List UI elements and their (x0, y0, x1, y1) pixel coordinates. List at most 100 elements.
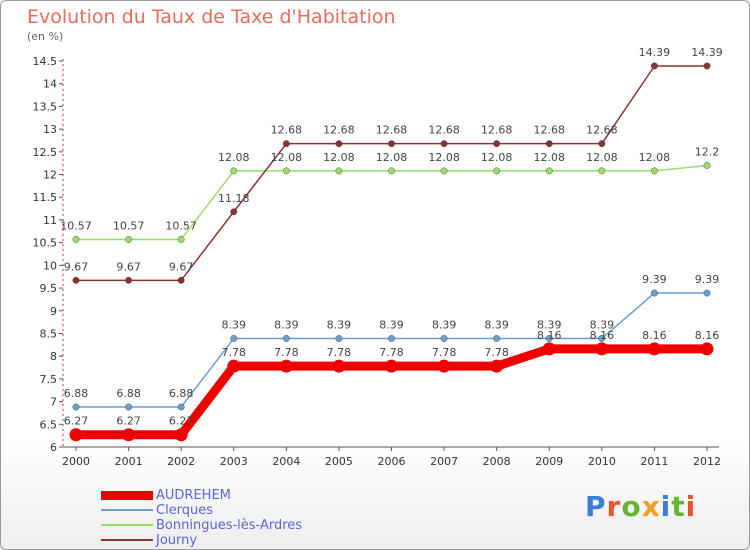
data-label: 12.08 (376, 151, 408, 164)
series-clerques (72, 289, 711, 411)
chart-title: Evolution du Taux de Taxe d'Habitation (27, 6, 396, 28)
brand-logo: Proxiti (585, 490, 697, 523)
data-point (440, 167, 448, 175)
data-label: 6.88 (64, 387, 89, 400)
data-label: 10.57 (165, 219, 197, 232)
data-label: 10.57 (60, 219, 92, 232)
data-label: 6.27 (116, 415, 141, 428)
y-tick-label: 9 (50, 305, 57, 318)
data-label: 8.39 (590, 318, 615, 331)
data-label: 8.16 (537, 329, 562, 342)
y-tick-label: 13 (43, 123, 57, 136)
series-audrehem (69, 342, 714, 442)
data-point (598, 335, 606, 342)
y-tick-label: 9.5 (40, 282, 58, 295)
legend-label: Journy (156, 533, 198, 548)
y-tick-label: 7.5 (40, 373, 58, 386)
data-point (177, 276, 185, 284)
legend-label: AUDREHEM (156, 488, 231, 503)
data-point (651, 289, 658, 297)
data-label: 7.78 (484, 346, 509, 359)
data-label: 8.39 (484, 318, 509, 331)
data-label: 6.88 (169, 387, 194, 400)
series-layer (69, 62, 714, 442)
data-label: 9.67 (116, 260, 141, 273)
data-point (388, 167, 395, 175)
data-point (490, 359, 504, 373)
data-point (177, 236, 185, 243)
legend-label: Clerques (156, 503, 214, 518)
data-point (700, 342, 714, 356)
x-tick-label: 2005 (325, 455, 353, 468)
data-label: 8.16 (642, 329, 667, 342)
data-label: 7.78 (379, 346, 404, 359)
y-tick-label: 12.5 (33, 146, 58, 159)
data-point (174, 428, 188, 442)
y-tick-label: 12 (43, 169, 57, 182)
data-label: 8.39 (327, 318, 352, 331)
series-journy (72, 62, 711, 284)
data-label: 9.39 (642, 273, 667, 286)
data-label: 12.08 (534, 151, 566, 164)
data-point (72, 236, 80, 243)
data-point (125, 276, 132, 284)
y-tick-label: 6 (50, 441, 57, 454)
data-label: 12.08 (428, 151, 460, 164)
y-tick-label: 11.5 (33, 191, 58, 204)
data-point (388, 140, 395, 148)
x-tick-label: 2012 (693, 455, 721, 468)
data-point (545, 167, 553, 175)
data-label: 14.39 (639, 46, 671, 59)
data-point (230, 167, 238, 175)
y-tick-label: 14.5 (33, 55, 58, 68)
data-point (542, 342, 556, 356)
series-bonningues-l-s-ardres (72, 162, 711, 243)
data-label: 12.08 (586, 151, 618, 164)
data-label: 12.08 (271, 151, 303, 164)
x-tick-label: 2010 (588, 455, 616, 468)
legend-swatch (101, 539, 153, 541)
data-label: 7.78 (327, 346, 352, 359)
data-labels: 6.27 6.27 6.27 7.78 7.78 7.78 7.78 7.78 7.78 8.16… (60, 46, 723, 428)
data-point (437, 359, 451, 373)
data-point (125, 403, 132, 411)
data-point (388, 335, 395, 342)
data-label: 7.78 (432, 346, 457, 359)
data-point (335, 335, 343, 342)
data-label: 6.27 (169, 415, 194, 428)
data-point (703, 289, 711, 297)
data-label: 8.39 (432, 318, 457, 331)
data-label: 10.57 (113, 219, 145, 232)
data-label: 8.39 (274, 318, 299, 331)
data-point (279, 359, 293, 373)
data-point (545, 335, 553, 342)
data-point (125, 236, 132, 243)
legend-label: Bonningues-lès-Ardres (156, 518, 303, 533)
axes: 6 6.5 7 7.5 8 8.5 9 9.5 10 10.5 11 11.5 12 12.5 13 13.5… (33, 55, 722, 468)
y-tick-label: 10.5 (33, 237, 58, 250)
data-point (598, 140, 606, 148)
data-label: 14.39 (691, 46, 723, 59)
data-label: 12.68 (271, 124, 303, 137)
data-label: 8.16 (695, 329, 720, 342)
data-point (282, 167, 290, 175)
data-point (230, 335, 238, 342)
data-label: 6.88 (116, 387, 141, 400)
y-unit-label: (en %) (27, 30, 64, 43)
data-label: 12.08 (323, 151, 355, 164)
data-point (598, 167, 606, 175)
data-point (703, 162, 711, 169)
data-point (493, 335, 501, 342)
data-point (493, 140, 501, 148)
data-point (282, 140, 290, 148)
data-label: 12.2 (695, 145, 720, 158)
data-label: 7.78 (274, 346, 299, 359)
data-label: 8.39 (222, 318, 247, 331)
data-label: 8.16 (590, 329, 615, 342)
data-point (385, 359, 398, 373)
data-label: 8.39 (379, 318, 404, 331)
x-tick-label: 2008 (483, 455, 511, 468)
data-point (647, 342, 661, 356)
